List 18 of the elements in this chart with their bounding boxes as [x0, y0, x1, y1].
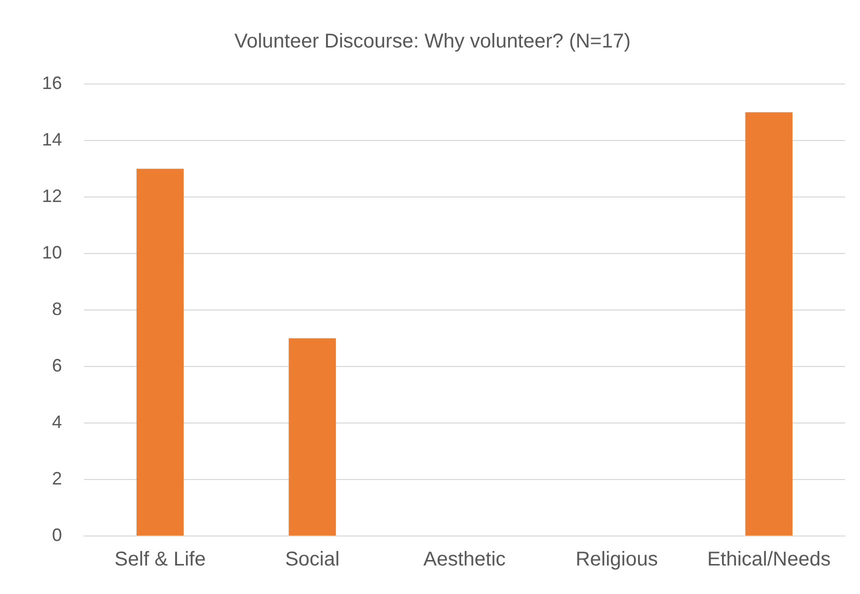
x-tick-label: Ethical/Needs: [707, 548, 831, 571]
y-tick-label: 16: [42, 72, 62, 93]
y-tick-label: 12: [42, 186, 62, 206]
y-tick-label: 10: [42, 242, 62, 262]
y-tick-label: 0: [52, 524, 62, 545]
y-tick-label: 2: [52, 468, 62, 488]
y-tick-label: 6: [52, 355, 62, 376]
y-tick-label: 14: [42, 129, 62, 150]
y-tick-label: 4: [52, 412, 62, 432]
bar: [136, 168, 184, 536]
x-tick-label: Aesthetic: [423, 548, 506, 571]
y-tick-label: 8: [52, 298, 62, 319]
chart-title: Volunteer Discourse: Why volunteer? (N=17): [234, 30, 631, 53]
x-tick-label: Religious: [576, 548, 658, 571]
x-tick-label: Social: [285, 548, 340, 571]
x-tick-label: Self & Life: [114, 548, 206, 571]
bar: [288, 338, 336, 536]
bar: [745, 112, 792, 536]
